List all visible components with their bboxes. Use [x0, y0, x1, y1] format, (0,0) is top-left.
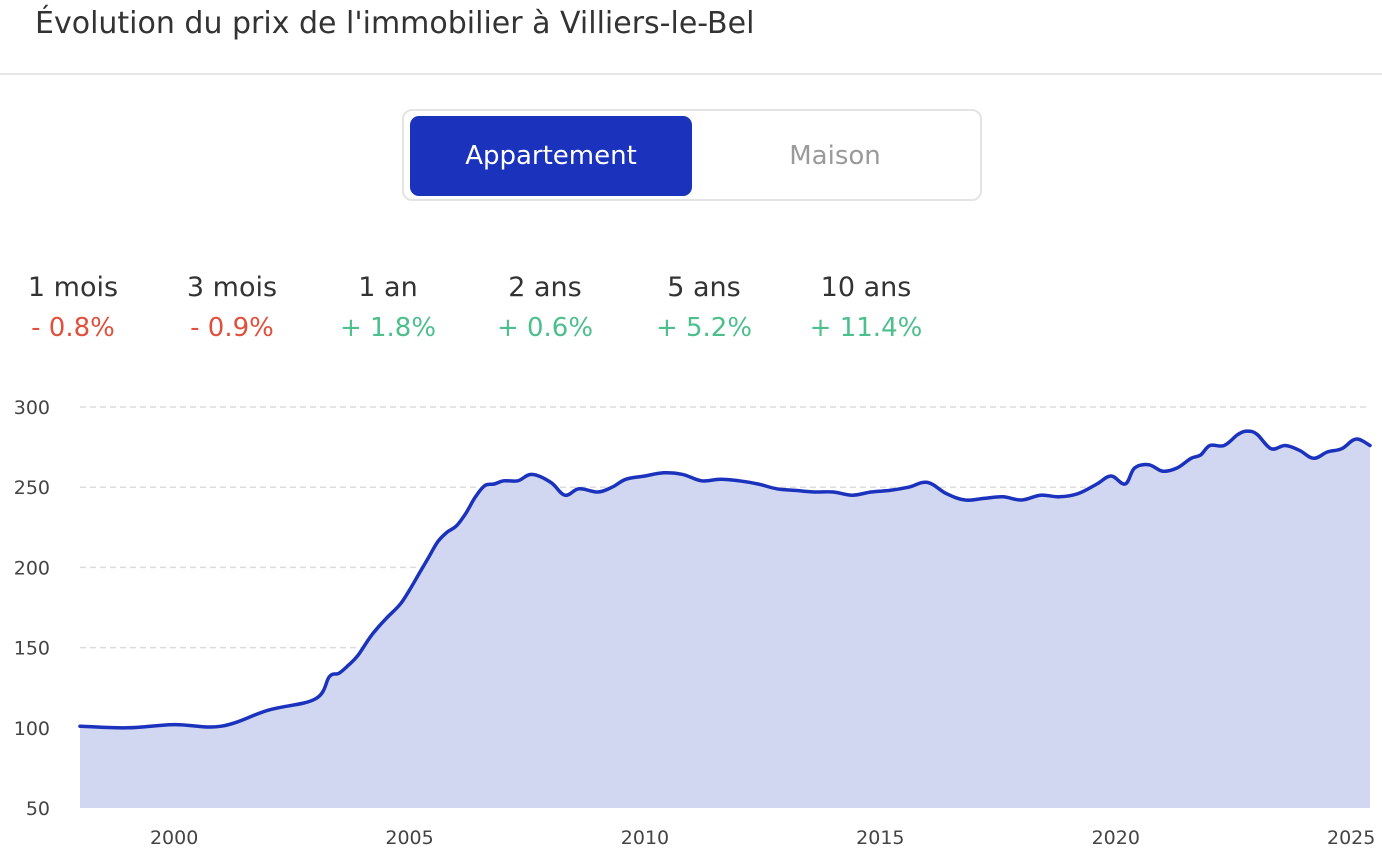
x-tick-label: 2015 [856, 827, 904, 849]
chart-x-axis: 2000 2005 2010 2015 2020 2025 [150, 827, 1375, 849]
x-tick-label: 2020 [1092, 827, 1140, 849]
property-type-toggle: Appartement Maison [402, 109, 982, 201]
y-tick-label: 200 [14, 557, 50, 579]
toggle-maison-button[interactable]: Maison [789, 141, 881, 171]
y-tick-label: 250 [14, 477, 50, 499]
stat-change-value: + 11.4% [809, 313, 923, 343]
stat-change-value: + 1.8% [339, 313, 437, 343]
x-tick-label: 2025 [1327, 827, 1375, 849]
price-area-fill [80, 431, 1370, 808]
y-tick-label: 300 [14, 397, 50, 419]
stat-1-month: 1 mois - 0.8% [0, 268, 153, 348]
stat-period-label: 10 ans [820, 272, 912, 303]
chart-area-layer [78, 429, 1372, 808]
x-tick-label: 2000 [150, 827, 198, 849]
stat-period-label: 1 mois [27, 272, 119, 303]
y-tick-label: 50 [26, 798, 50, 820]
stat-change-value: - 0.8% [31, 313, 115, 343]
x-tick-label: 2010 [621, 827, 669, 849]
price-change-stats: 1 mois - 0.8% 3 mois - 0.9% 1 an + 1.8% … [0, 268, 1000, 358]
stat-change-value: - 0.9% [190, 313, 274, 343]
y-tick-label: 150 [14, 638, 50, 660]
price-series-line [78, 429, 1372, 730]
chart-y-axis: 300 250 200 150 100 50 [14, 397, 50, 820]
stat-period-label: 3 mois [186, 272, 278, 303]
stat-1-year: 1 an + 1.8% [308, 268, 468, 348]
y-tick-label: 100 [14, 718, 50, 740]
page-title: Évolution du prix de l'immobilier à Vill… [35, 6, 755, 41]
stat-period-label: 1 an [358, 272, 418, 303]
x-tick-label: 2005 [385, 827, 433, 849]
header: Évolution du prix de l'immobilier à Vill… [0, 0, 1382, 75]
stat-change-value: + 5.2% [655, 313, 753, 343]
stat-10-years: 10 ans + 11.4% [786, 268, 946, 348]
stat-5-years: 5 ans + 5.2% [624, 268, 784, 348]
toggle-appartement-button[interactable]: Appartement [410, 116, 692, 196]
stat-change-value: + 0.6% [496, 313, 594, 343]
stat-2-years: 2 ans + 0.6% [465, 268, 625, 348]
stat-period-label: 2 ans [508, 272, 582, 303]
stat-3-months: 3 mois - 0.9% [152, 268, 312, 348]
stat-period-label: 5 ans [667, 272, 741, 303]
